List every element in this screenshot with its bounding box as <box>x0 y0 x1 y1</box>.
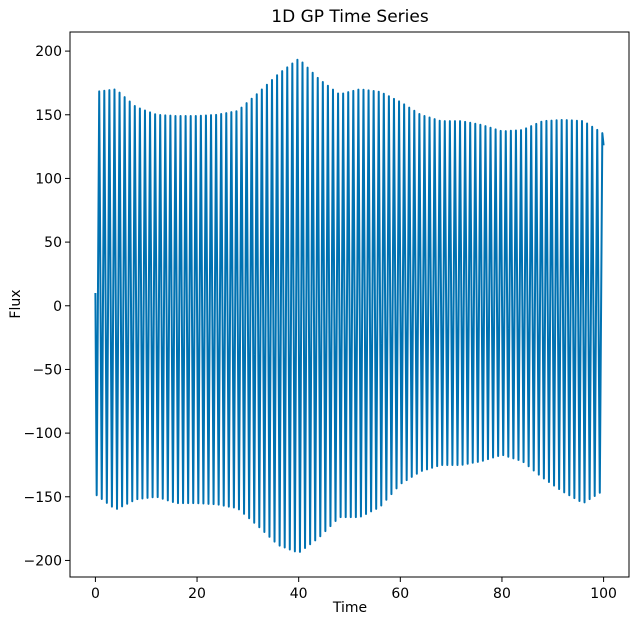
plot-frame <box>69 31 630 578</box>
x-tick-label: 80 <box>493 586 511 602</box>
y-tick-label: −100 <box>24 426 62 442</box>
x-tick-label: 100 <box>590 586 617 602</box>
y-axis: −200 −150 −100 −50 0 50 100 150 200 <box>24 44 70 569</box>
y-tick-label: −150 <box>24 490 62 506</box>
x-tick-label: 40 <box>290 586 308 602</box>
y-tick-label: −200 <box>24 553 62 569</box>
y-tick-label: 50 <box>44 235 62 251</box>
chart-title: 1D GP Time Series <box>271 7 429 27</box>
x-axis: 0 20 40 60 80 100 <box>91 577 617 602</box>
x-tick-label: 60 <box>391 586 409 602</box>
series-layer <box>94 58 605 553</box>
series-line <box>94 58 605 553</box>
y-tick-label: 100 <box>35 171 62 187</box>
x-tick-label: 20 <box>188 586 206 602</box>
y-tick-label: 150 <box>35 108 62 124</box>
y-tick-label: 0 <box>53 299 62 315</box>
x-tick-label: 0 <box>91 586 100 602</box>
y-axis-label: Flux <box>8 289 24 318</box>
y-tick-label: −50 <box>32 362 62 378</box>
y-tick-label: 200 <box>35 44 62 60</box>
x-axis-label: Time <box>332 600 367 616</box>
